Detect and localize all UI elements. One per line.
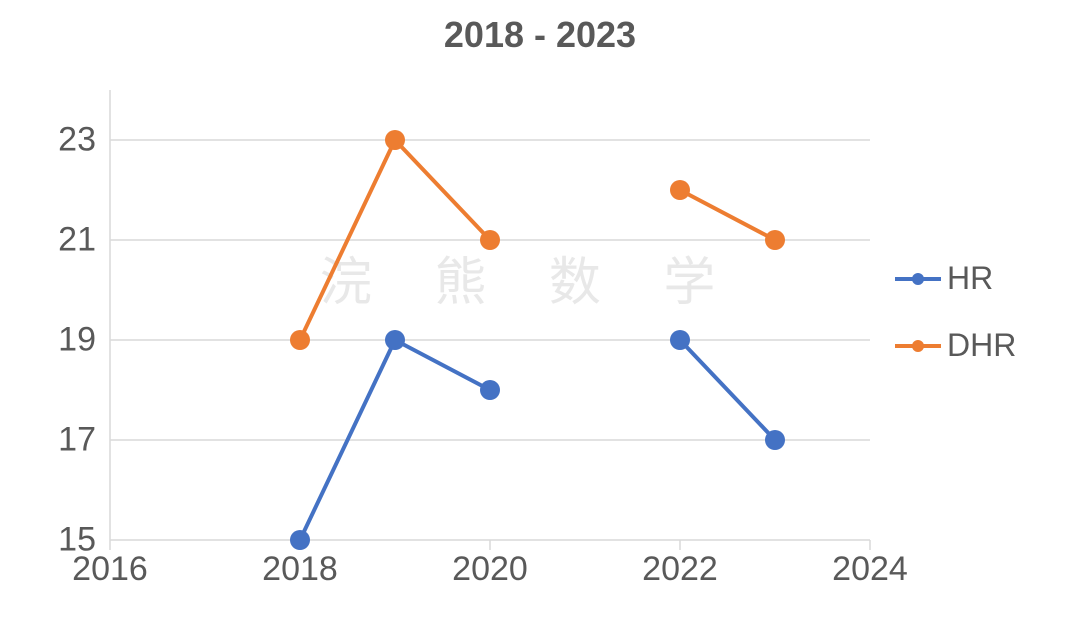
x-tick-label: 2018: [262, 540, 338, 589]
y-tick-label: 17: [58, 421, 110, 460]
plot-area: 151719212320162018202020222024: [110, 90, 870, 540]
legend-item-hr: HR: [895, 260, 1016, 297]
legend-item-dhr: DHR: [895, 327, 1016, 364]
legend-swatch: [895, 337, 941, 355]
chart-container: 2018 - 2023 浣 熊 数 学 15171921232016201820…: [0, 0, 1080, 631]
series-marker-hr: [670, 330, 690, 350]
y-tick-label: 23: [58, 121, 110, 160]
legend-swatch: [895, 270, 941, 288]
x-tick-label: 2020: [452, 540, 528, 589]
series-marker-hr: [480, 380, 500, 400]
series-marker-hr: [385, 330, 405, 350]
y-tick-label: 19: [58, 321, 110, 360]
series-line-hr: [680, 340, 775, 440]
x-tick-label: 2016: [72, 540, 148, 589]
plot-svg: [110, 90, 870, 540]
legend: HR DHR: [895, 260, 1016, 364]
legend-label: DHR: [947, 327, 1016, 364]
series-marker-hr: [765, 430, 785, 450]
x-tick-label: 2022: [642, 540, 718, 589]
legend-label: HR: [947, 260, 993, 297]
chart-title: 2018 - 2023: [0, 14, 1080, 56]
series-marker-dhr: [290, 330, 310, 350]
y-tick-label: 21: [58, 221, 110, 260]
x-tick-label: 2024: [832, 540, 908, 589]
series-line-dhr: [680, 190, 775, 240]
series-marker-dhr: [385, 130, 405, 150]
series-marker-dhr: [480, 230, 500, 250]
series-marker-dhr: [670, 180, 690, 200]
series-marker-dhr: [765, 230, 785, 250]
